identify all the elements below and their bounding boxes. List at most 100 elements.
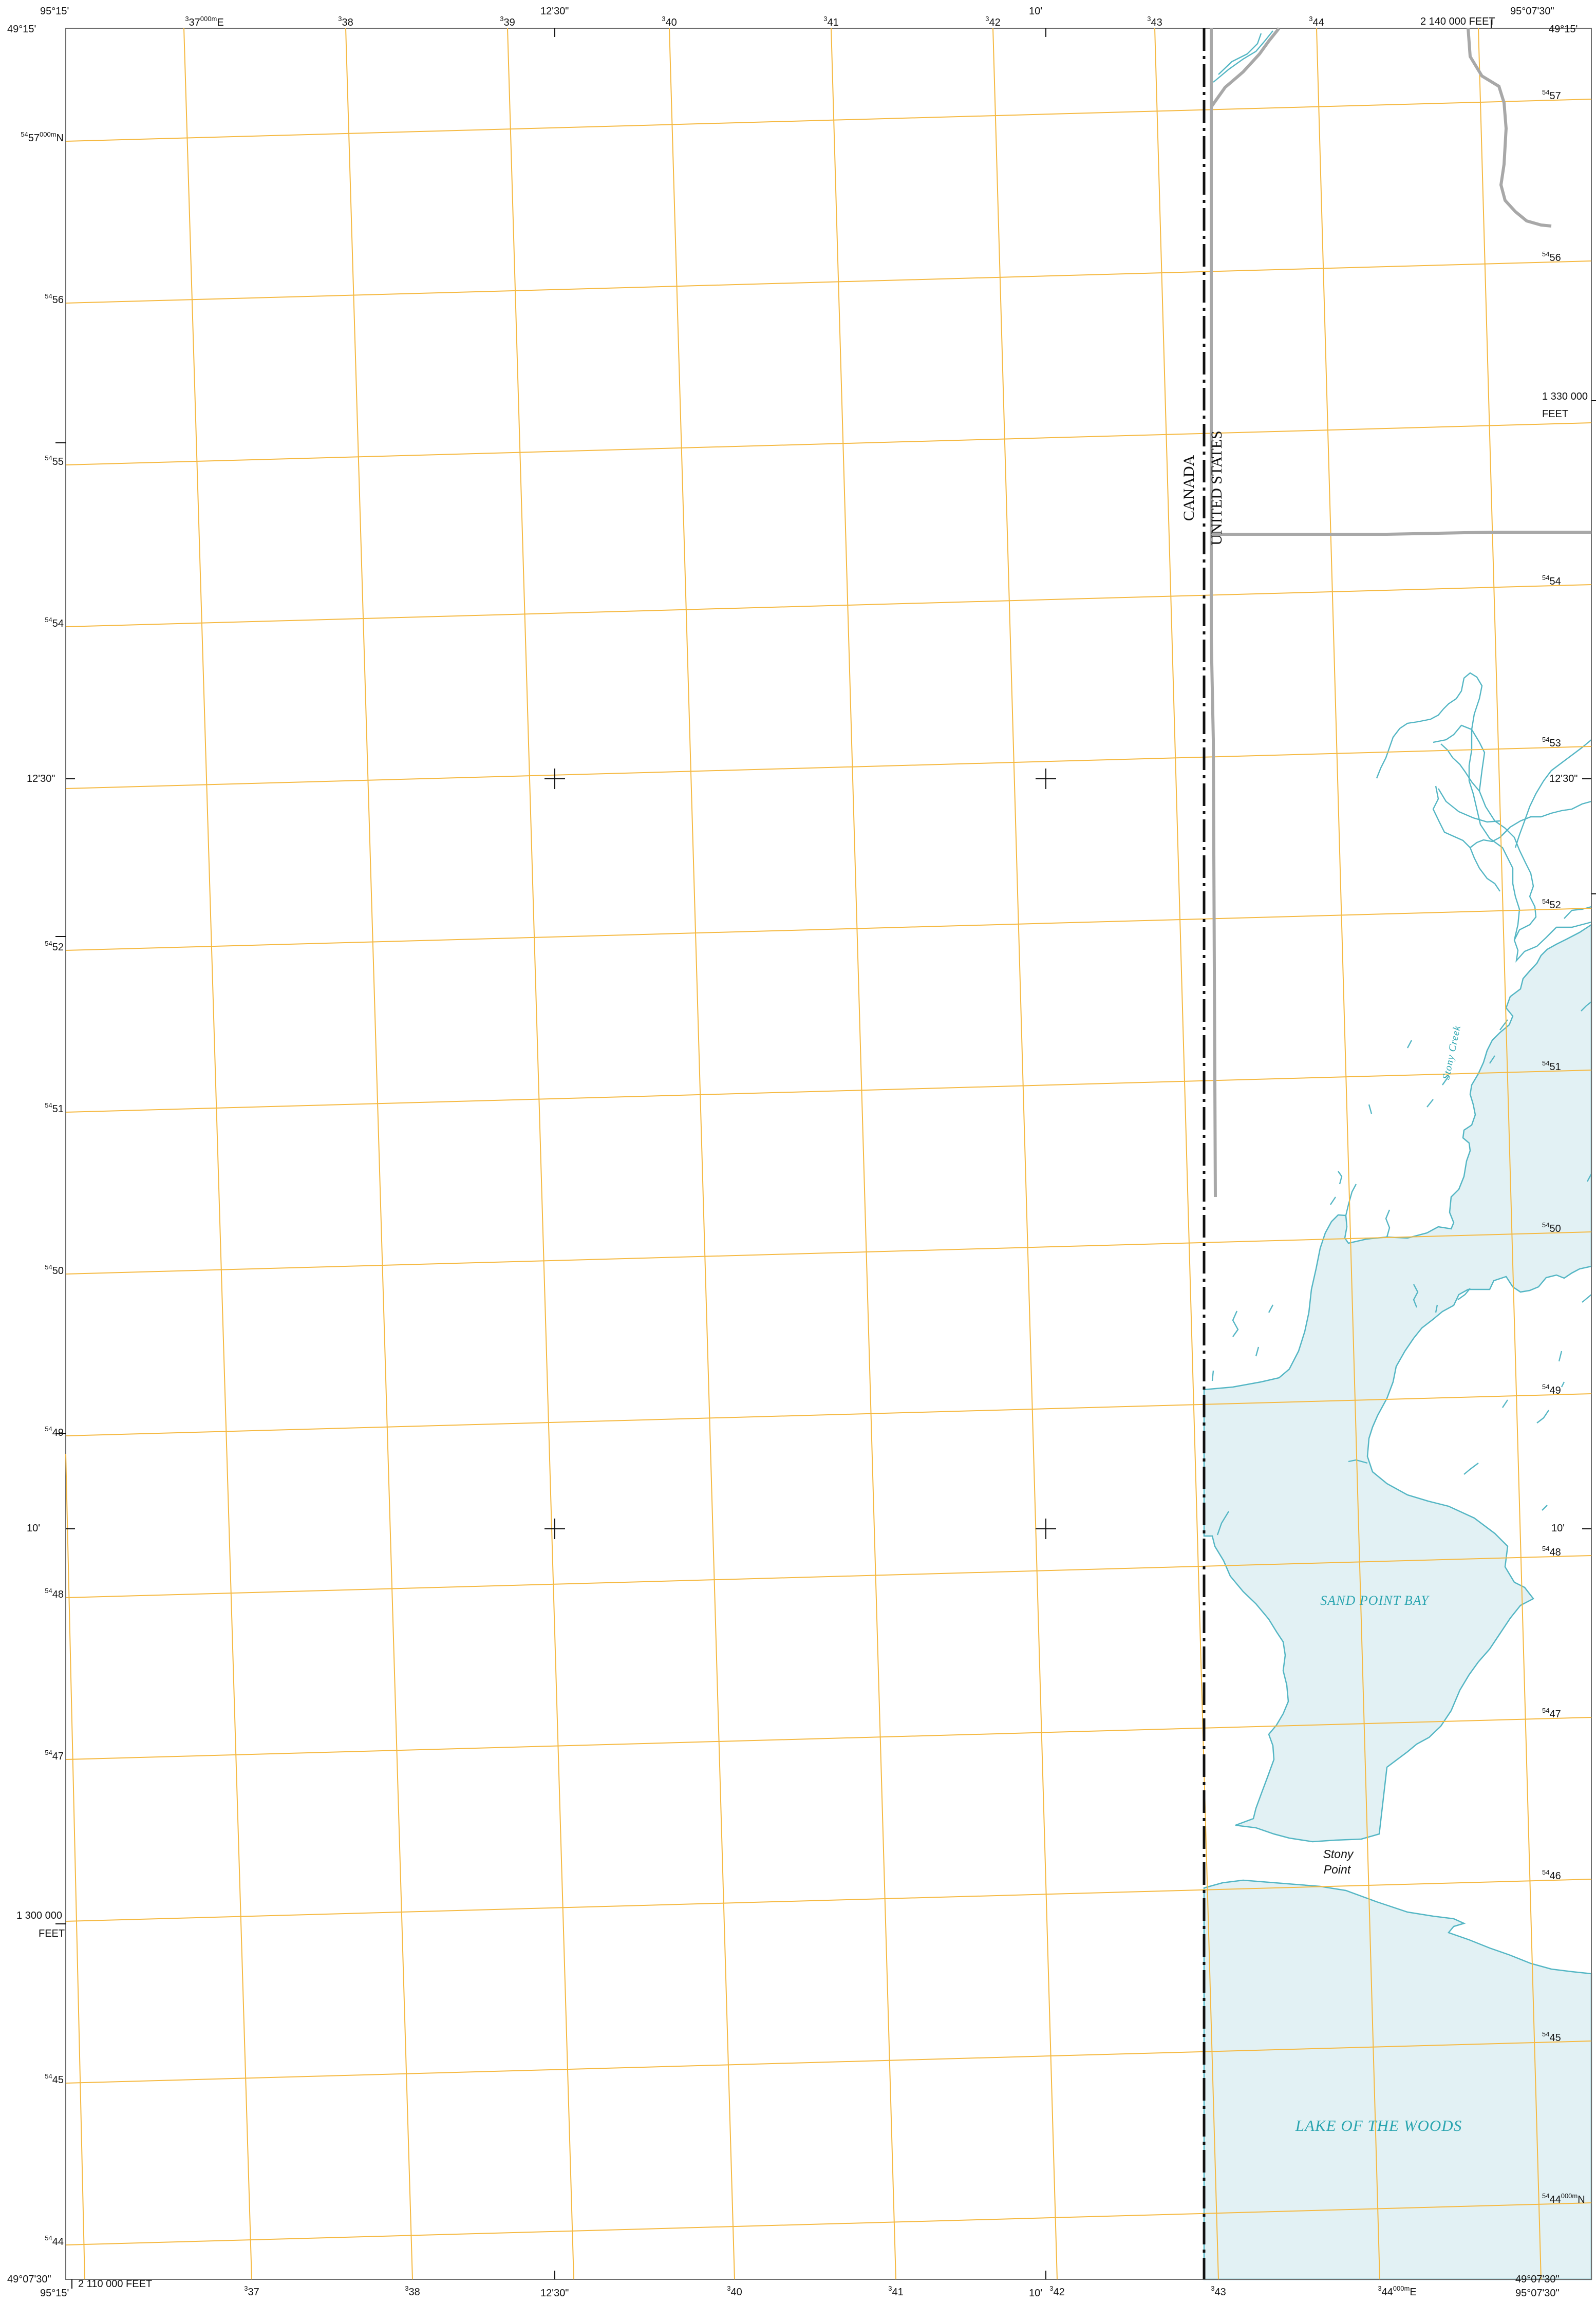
grid-northing-line xyxy=(65,99,1592,142)
grid-easting-line xyxy=(345,28,413,2280)
stream-23 xyxy=(1489,1055,1495,1064)
top-right-latitude: 49°15' xyxy=(1549,24,1578,35)
utm-left-label: 5444 xyxy=(45,2234,64,2248)
stony-creek-stream xyxy=(1433,724,1592,963)
stream-14 xyxy=(1502,1399,1508,1408)
utm-top-label: 342 xyxy=(985,15,1000,28)
united-states-label: UNITED STATES xyxy=(1208,430,1225,545)
top-right-longitude: 95°07'30" xyxy=(1510,6,1554,17)
canada-label: CANADA xyxy=(1180,455,1197,521)
country-labels: CANADA UNITED STATES xyxy=(1180,430,1225,545)
utm-right-label: 5446 xyxy=(1542,1868,1561,1882)
sand-point-bay-label: SAND POINT BAY xyxy=(1320,1593,1430,1608)
utm-right-label: 5453 xyxy=(1542,736,1561,749)
utm-left-label: 5447 xyxy=(45,1749,64,1762)
grid-easting-line xyxy=(1478,28,1542,2280)
stream-1 xyxy=(1345,1184,1357,1216)
stream-15 xyxy=(1582,1294,1592,1303)
stream-19 xyxy=(1268,1304,1274,1313)
grid-northing-line xyxy=(65,422,1592,465)
utm-bottom-label: 338 xyxy=(405,2285,420,2298)
stream-4 xyxy=(1385,1209,1391,1238)
grid-northing-line xyxy=(65,1393,1592,1436)
bottom-right-latitude: 49°07'30" xyxy=(1515,2274,1560,2285)
left-10-tick-label: 10' xyxy=(27,1523,40,1534)
utm-top-label: 338 xyxy=(338,15,353,28)
grid-northing-line xyxy=(65,1555,1592,1598)
grid-easting-line xyxy=(183,28,252,2280)
stream-12 xyxy=(1542,1505,1548,1511)
utm-left-label: 5457000mN xyxy=(21,130,64,144)
stream-17 xyxy=(1232,1310,1239,1337)
stream-10 xyxy=(1558,1351,1563,1362)
utm-right-label: 5447 xyxy=(1542,1707,1561,1720)
neatline xyxy=(65,28,1592,2280)
utm-top-label: 339 xyxy=(500,15,515,28)
stream-13 xyxy=(1536,1410,1549,1424)
top-1230-tick-label: 12'30" xyxy=(540,6,569,17)
utm-bottom-label: 342 xyxy=(1049,2285,1064,2298)
grid-easting-line xyxy=(831,28,896,2280)
utm-left-label: 5452 xyxy=(45,940,64,953)
grid-easting-line xyxy=(669,28,735,2280)
right-10-tick-label: 10' xyxy=(1551,1523,1565,1534)
state-plane-top-right: 2 140 000 FEET xyxy=(1420,16,1495,27)
right-1230-tick-label: 12'30" xyxy=(1549,773,1578,784)
pond-north xyxy=(1213,30,1273,83)
utm-right-label: 5457 xyxy=(1542,88,1561,102)
stream-2 xyxy=(1338,1171,1343,1185)
bottom-left-longitude: 95°15' xyxy=(40,2288,69,2299)
left-1230-tick-label: 12'30" xyxy=(27,773,55,784)
utm-left-label: 5456 xyxy=(45,292,64,306)
top-10-tick-label: 10' xyxy=(1029,6,1042,17)
utm-right-label: 5444000mN xyxy=(1542,2192,1585,2205)
utm-right-label: 5449 xyxy=(1542,1383,1561,1396)
stream-18 xyxy=(1255,1346,1260,1357)
stream-21 xyxy=(1216,1511,1230,1536)
utm-right-label: 5456 xyxy=(1542,250,1561,264)
top-left-longitude: 95°15' xyxy=(40,6,69,17)
bottom-1230-tick-label: 12'30" xyxy=(540,2288,569,2299)
grid-easting-line xyxy=(1154,28,1219,2280)
road-east-west xyxy=(1211,531,1591,536)
utm-right-label: 5451 xyxy=(1542,1059,1561,1073)
stream-6 xyxy=(1435,1304,1438,1313)
state-plane-bottom-left: 2 110 000 FEET xyxy=(78,2278,152,2290)
utm-bottom-label: 344000mE xyxy=(1378,2285,1416,2298)
utm-right-label: 5448 xyxy=(1542,1545,1561,1558)
grid-northing-line xyxy=(65,584,1592,627)
utm-top-label: 341 xyxy=(823,15,838,28)
utm-right-label: 5454 xyxy=(1542,574,1561,587)
utm-left-label: 5445 xyxy=(45,2072,64,2086)
utm-left-label: 5451 xyxy=(45,1101,64,1115)
stream-9 xyxy=(1348,1459,1368,1464)
grid-easting-line xyxy=(65,1453,85,2280)
bottom-10-tick-label: 10' xyxy=(1029,2288,1042,2299)
stream-25 xyxy=(1406,1040,1413,1048)
utm-right-label: 5445 xyxy=(1542,2030,1561,2044)
lake-of-the-woods-label: LAKE OF THE WOODS xyxy=(1295,2117,1462,2135)
utm-top-label: 343 xyxy=(1147,15,1162,28)
utm-left-label: 5449 xyxy=(45,1425,64,1438)
stony-point-label-line2: Point xyxy=(1324,1863,1351,1876)
utm-left-label: 5450 xyxy=(45,1263,64,1277)
stream-east-2 xyxy=(1514,739,1592,848)
utm-left-label: 5454 xyxy=(45,616,64,629)
grid-northing-line xyxy=(65,746,1592,789)
top-left-latitude: 49°15' xyxy=(7,24,36,35)
road-northeast xyxy=(1467,28,1552,228)
utm-left-label: 5455 xyxy=(45,454,64,467)
corner-labels: 95°15' 49°15' 95°07'30" 49°15' 49°07'30"… xyxy=(7,6,1578,2299)
stream-ne-1 xyxy=(1437,788,1500,823)
state-plane-left-unit: FEET xyxy=(39,1928,65,1939)
state-plane-right-unit: FEET xyxy=(1542,408,1568,420)
grid-northing-line xyxy=(65,1717,1592,1760)
stream-26 xyxy=(1426,1099,1434,1108)
stony-creek-label: Stony Creek xyxy=(1440,1024,1463,1081)
water-layer xyxy=(1203,923,1592,2280)
grid-northing-line xyxy=(65,260,1592,304)
utm-right-label: 5450 xyxy=(1542,1221,1561,1234)
utm-bottom-label: 343 xyxy=(1211,2285,1226,2298)
